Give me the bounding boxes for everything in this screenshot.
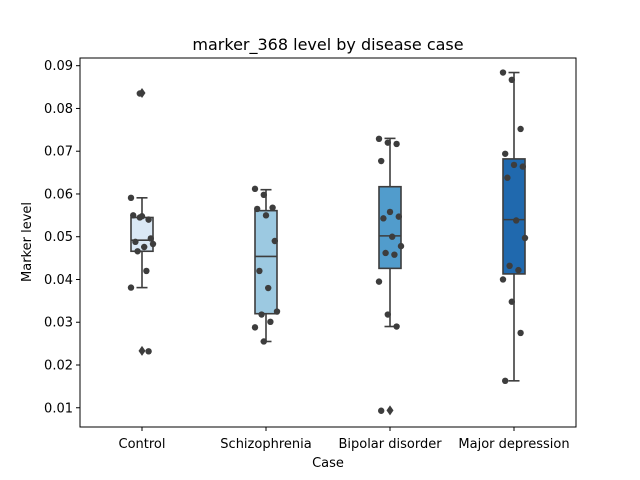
data-point <box>397 242 405 250</box>
data-point <box>256 267 263 275</box>
data-point <box>519 163 526 170</box>
data-point <box>265 284 272 292</box>
data-point <box>136 90 143 97</box>
x-tick-label: Major depression <box>458 437 569 452</box>
data-point <box>130 212 137 219</box>
data-point <box>260 191 267 199</box>
data-point <box>517 329 524 337</box>
data-point <box>515 266 522 274</box>
data-point <box>127 194 135 202</box>
data-point <box>127 284 135 291</box>
data-point <box>251 185 259 193</box>
data-point <box>499 276 507 283</box>
data-point <box>382 249 389 257</box>
data-point <box>508 298 515 305</box>
data-point <box>384 311 391 318</box>
data-point <box>375 135 383 143</box>
box-schizophrenia <box>254 209 278 315</box>
y-tick-label: 0.05 <box>44 230 73 245</box>
x-tick-label: Bipolar disorder <box>338 437 442 452</box>
data-point <box>506 262 513 270</box>
data-point <box>271 237 278 245</box>
box-bipolar-disorder <box>378 185 402 270</box>
data-point <box>132 238 139 246</box>
outlier-marker <box>138 345 146 356</box>
data-point <box>499 69 507 76</box>
data-point <box>391 251 398 258</box>
data-point <box>260 338 267 345</box>
data-point <box>384 139 391 146</box>
y-tick-label: 0.08 <box>44 102 73 117</box>
outlier-marker <box>386 405 394 416</box>
data-point <box>513 217 520 224</box>
y-tick-label: 0.03 <box>44 316 73 331</box>
data-point <box>145 216 152 223</box>
data-point <box>510 161 518 169</box>
chart-title: marker_368 level by disease case <box>192 35 463 55</box>
data-point <box>273 308 281 315</box>
plot-area: 0.01 0.02 0.03 0.04 0.05 0.06 0.07 0.08 0.09 Cont… <box>44 59 570 452</box>
data-point <box>378 157 385 165</box>
data-point <box>149 240 157 248</box>
data-point <box>393 323 400 330</box>
data-point <box>147 235 154 242</box>
y-tick-label: 0.04 <box>44 273 73 288</box>
data-point <box>269 204 276 211</box>
data-point <box>521 234 529 242</box>
y-tick-label: 0.06 <box>44 187 73 202</box>
y-tick-label: 0.07 <box>44 145 73 160</box>
data-point <box>251 324 259 331</box>
data-point <box>389 233 396 240</box>
data-point <box>502 377 509 385</box>
data-point <box>143 267 150 275</box>
x-axis-label: Case <box>312 456 344 471</box>
y-tick-label: 0.02 <box>44 359 73 374</box>
data-point <box>386 208 394 216</box>
x-tick-label: Schizophrenia <box>220 437 311 452</box>
plot-frame <box>79 57 577 428</box>
data-point <box>254 205 261 213</box>
data-point <box>393 140 400 148</box>
data-point <box>395 213 402 220</box>
data-point <box>380 215 387 222</box>
data-point <box>267 318 274 326</box>
data-point <box>502 150 509 157</box>
data-point <box>145 348 152 355</box>
data-point <box>378 407 385 414</box>
y-axis-label: Marker level <box>20 202 35 282</box>
y-tick-label: 0.09 <box>44 59 73 74</box>
data-point <box>141 243 148 251</box>
data-point <box>375 278 383 285</box>
y-tick-label: 0.01 <box>44 401 73 416</box>
data-point <box>262 212 270 219</box>
data-point <box>517 125 524 133</box>
data-point <box>138 213 146 220</box>
data-point <box>508 76 515 84</box>
data-point <box>504 174 511 181</box>
box-major-depression <box>502 158 526 275</box>
data-point <box>258 311 265 318</box>
x-tick-label: Control <box>119 437 166 452</box>
data-point <box>134 248 141 255</box>
